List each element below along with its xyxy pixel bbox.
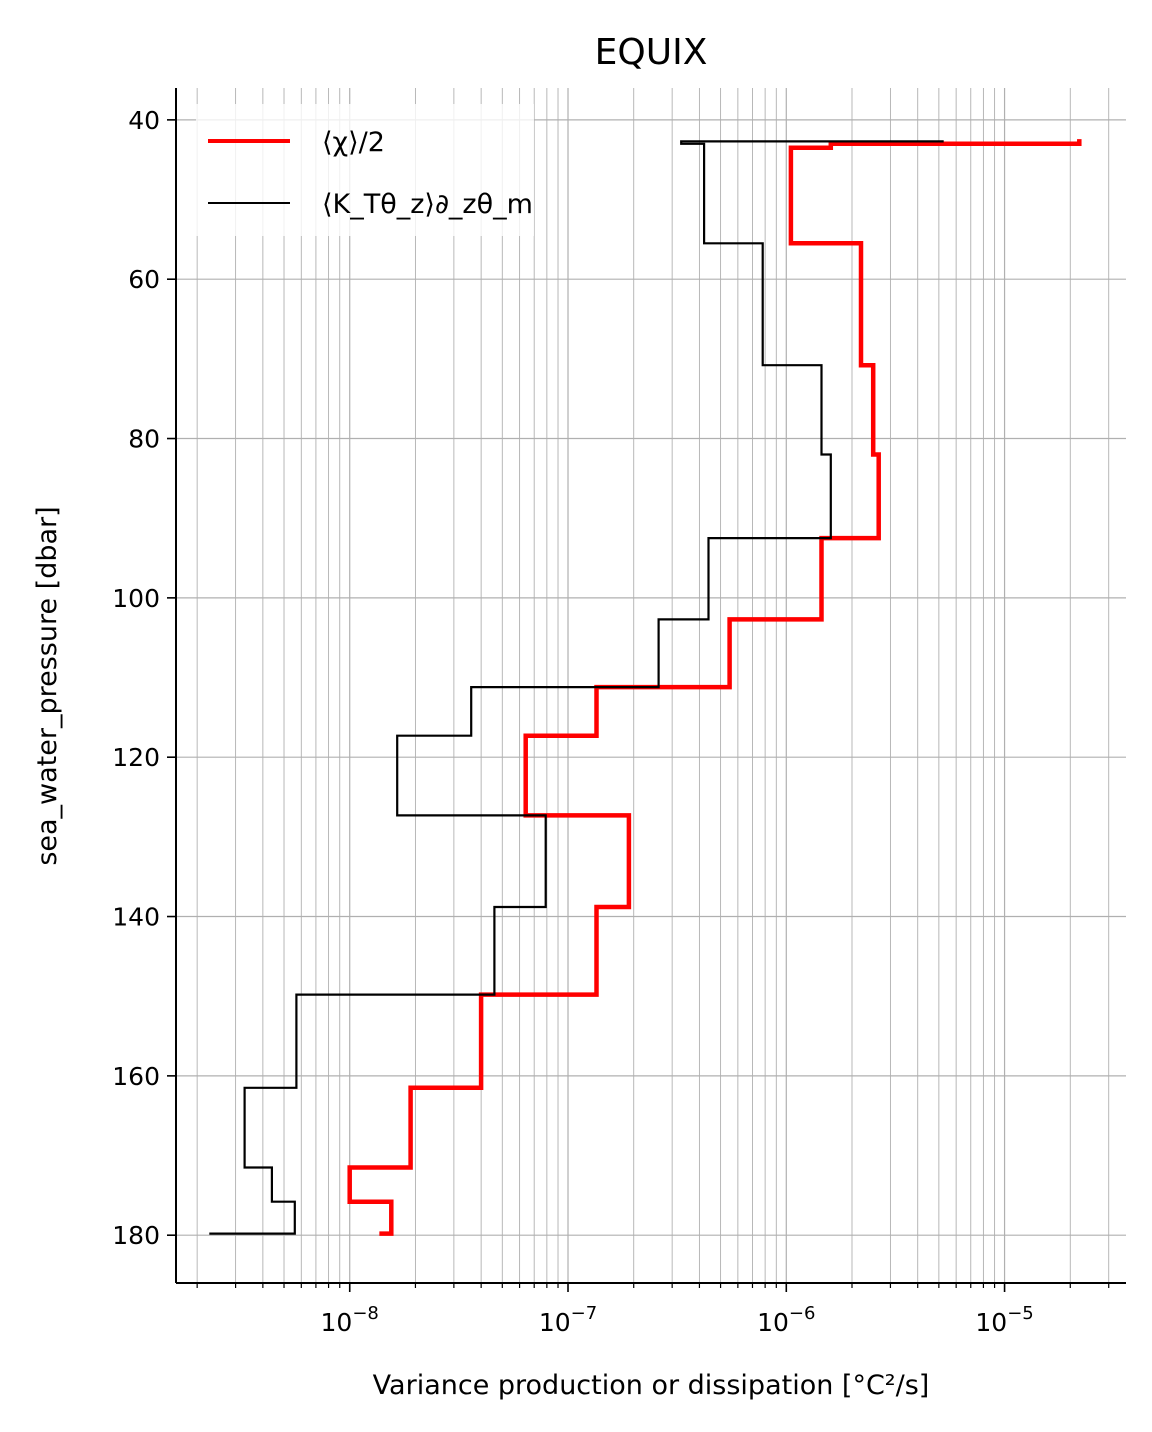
series-line-production [209,140,944,1235]
legend-box [196,104,534,236]
y-tick-label: 120 [112,743,160,772]
legend: ⟨χ⟩/2 ⟨K_Tθ_z⟩∂_zθ_m [196,104,534,236]
x-tick-label: 10−8 [321,1303,379,1337]
chart-title: EQUIX [595,32,708,73]
grid [176,88,1126,1283]
x-axis-label: Variance production or dissipation [°C²/… [373,1370,930,1401]
y-tick-label: 100 [112,584,160,613]
legend-label-production: ⟨K_Tθ_z⟩∂_zθ_m [322,189,533,220]
y-tick-label: 60 [128,265,160,294]
x-tick-label: 10−5 [975,1303,1033,1337]
y-tick-label: 160 [112,1062,160,1091]
x-tick-label: 10−6 [757,1303,815,1337]
plot-area [209,139,1082,1236]
y-axis-label: sea_water_pressure [dbar] [32,506,63,865]
legend-label-chi: ⟨χ⟩/2 [322,127,385,158]
ticks: 40 60 80 100 120 140 160 180 10−8 10−7 10−6 10−5 [112,106,1110,1337]
y-tick-label: 180 [112,1221,160,1250]
x-tick-label: 10−7 [539,1303,597,1337]
y-tick-label: 80 [128,425,160,454]
y-tick-label: 40 [128,106,160,135]
axes [175,88,1126,1284]
y-tick-label: 140 [112,903,160,932]
